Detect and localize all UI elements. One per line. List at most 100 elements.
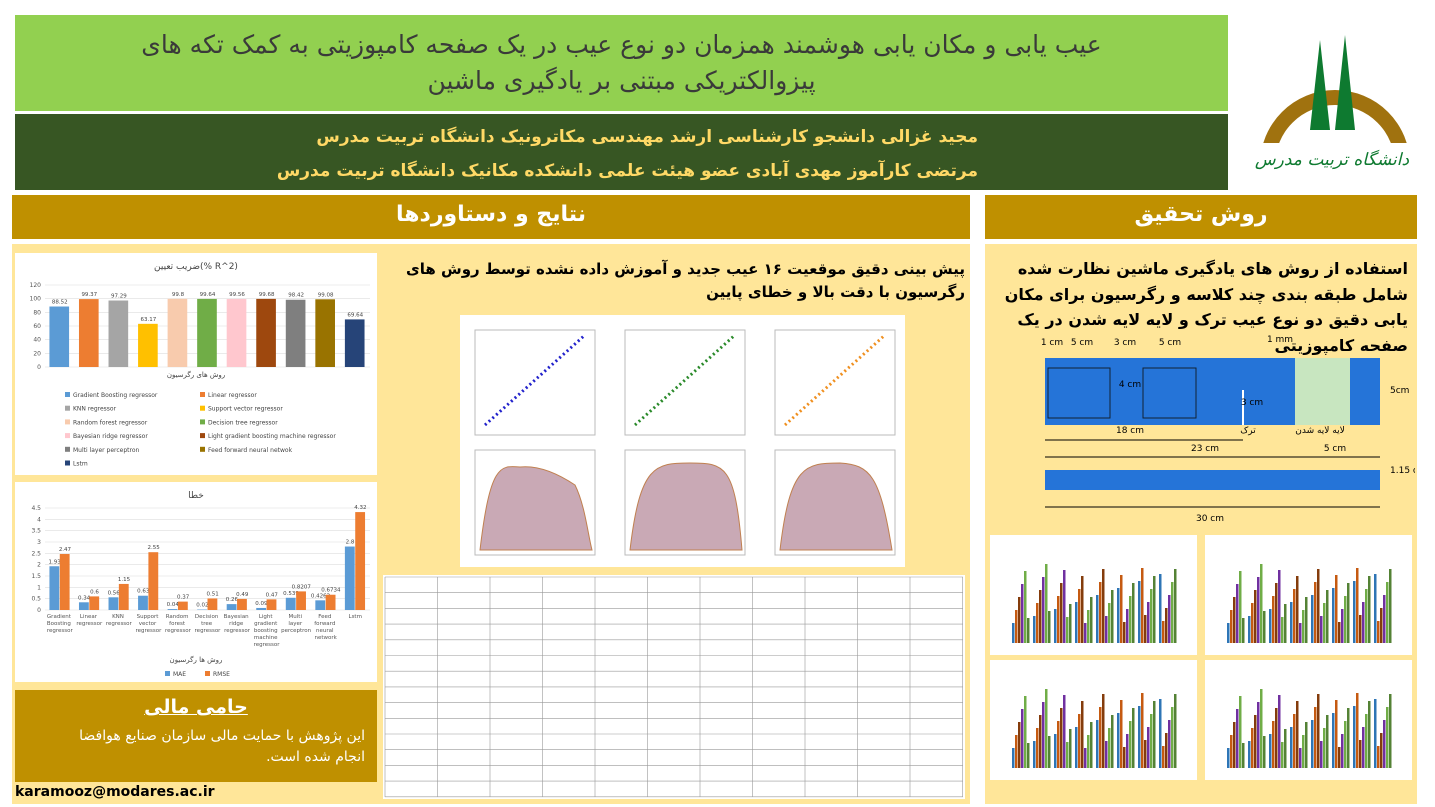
chart: ضریب تعیین(% R^2) 0 20 40 60 80 100 120 88.52 99.… <box>15 253 377 475</box>
bar <box>167 298 188 367</box>
scatter-sketch <box>483 333 587 427</box>
mini-bar <box>1347 708 1350 768</box>
y-tick-label: 3 <box>37 539 41 546</box>
bar <box>344 546 355 610</box>
mini-bar <box>1024 696 1027 768</box>
value-label: 88.52 <box>52 300 68 306</box>
legend-swatch <box>65 433 70 439</box>
mini-bar <box>1147 602 1150 643</box>
legend-swatch <box>65 460 70 466</box>
mini-bar <box>1171 707 1174 768</box>
mini-bar <box>1108 728 1111 768</box>
mini-bar <box>1120 575 1123 643</box>
mini-bar <box>1138 581 1141 643</box>
dimension-label: 4 cm <box>1119 380 1141 390</box>
y-tick-label: 4 <box>37 516 41 523</box>
legend-swatch <box>205 671 210 676</box>
bar <box>315 600 326 610</box>
mini-bar <box>1132 583 1135 643</box>
mini-bar <box>1320 741 1323 768</box>
bar <box>256 298 276 367</box>
mini-bar <box>1251 728 1254 768</box>
y-tick-label: 1.5 <box>31 573 41 580</box>
mini-bar <box>1087 735 1090 768</box>
legend-swatch <box>65 405 70 411</box>
mini-bar <box>1359 740 1362 768</box>
specimen-diagram: 1 cm 5 cm 3 cm 5 cm 1 mm 4 cm 3 cm 5cm 18 cm ترک ل… <box>1041 335 1415 524</box>
mini-bar <box>1236 709 1239 768</box>
value-label: 0.37 <box>177 595 190 601</box>
mini-bar <box>1024 571 1027 643</box>
mini-bar <box>1123 622 1126 643</box>
mini-bar <box>1260 564 1263 643</box>
mini-bar <box>1386 582 1389 643</box>
mini-bar <box>1233 597 1236 643</box>
mini-bar <box>1383 720 1386 768</box>
x-axis-label: روش های رگرسیون <box>167 370 225 379</box>
mini-bar <box>1290 602 1293 643</box>
mini-bar <box>1323 728 1326 768</box>
mini-bar <box>1069 604 1072 643</box>
mini-bar <box>1102 569 1105 643</box>
mini-bar <box>1159 574 1162 643</box>
mini-bar <box>1111 715 1114 768</box>
legend-label: Bayesian ridge regressor <box>73 433 148 440</box>
mini-bar <box>1033 616 1036 643</box>
dimension-label: 23 cm <box>1191 444 1219 454</box>
mini-bar <box>1299 623 1302 643</box>
value-label: 98.42 <box>288 293 304 299</box>
mini-bar <box>1305 597 1308 643</box>
mini-bar <box>1075 727 1078 768</box>
logo-arch <box>1260 90 1410 165</box>
x-tick-label: Multi layer perceptron <box>281 614 312 634</box>
mini-bar <box>1027 743 1030 768</box>
bar <box>108 300 129 367</box>
y-tick-label: 100 <box>30 296 42 303</box>
bar <box>285 597 296 610</box>
chart-title: خطا <box>188 491 204 501</box>
mini-bar <box>1326 590 1329 643</box>
mini-bar <box>1314 582 1317 643</box>
y-tick-label: 2 <box>37 562 41 569</box>
bar <box>78 299 99 367</box>
dimension-label: 5cm <box>1390 386 1409 396</box>
mini-bar <box>1039 590 1042 643</box>
bar <box>167 609 178 610</box>
mini-bar <box>1048 611 1051 643</box>
mini-bar <box>1227 748 1230 768</box>
chart-title: ضریب تعیین(% R^2) <box>154 262 238 272</box>
value-label: 69.64 <box>347 312 363 318</box>
mini-bar <box>1344 721 1347 768</box>
mini-bar <box>1126 609 1129 643</box>
authors-box: مجید غزالی دانشجو کارشناسی ارشد مهندسی م… <box>15 114 1228 190</box>
mini-bar <box>1057 721 1060 768</box>
mini-bar <box>1054 609 1057 643</box>
mini-bar <box>1105 741 1108 768</box>
mini-bar <box>1272 596 1275 643</box>
mini-bar <box>1036 603 1039 643</box>
value-label: 99.8 <box>172 292 185 298</box>
legend-label: Multi layer perceptron <box>73 447 140 454</box>
y-tick-label: 60 <box>33 323 41 330</box>
value-label: 0.26 <box>226 597 239 603</box>
value-label: 99.37 <box>81 292 97 298</box>
mini-bar <box>1021 584 1024 643</box>
mini-bar <box>1305 722 1308 768</box>
bar <box>138 595 148 610</box>
mini-bar <box>1227 623 1230 643</box>
dimension-label: 5 cm <box>1159 338 1181 348</box>
mini-bar <box>1108 603 1111 643</box>
mini-bar <box>1120 700 1123 768</box>
mini-bar <box>1281 742 1284 768</box>
value-label: 0.8207 <box>292 584 312 590</box>
mini-bar <box>1018 722 1021 768</box>
y-tick-label: 2.5 <box>31 550 41 557</box>
mini-bar <box>1018 597 1021 643</box>
mini-bar <box>1284 604 1287 643</box>
mini-bar <box>1389 569 1392 643</box>
section-header: روش تحقیق <box>985 195 1417 239</box>
mini-bar <box>1296 576 1299 643</box>
mini-bar <box>1341 609 1344 643</box>
bar <box>325 594 336 610</box>
value-label: 1.15 <box>118 577 131 583</box>
